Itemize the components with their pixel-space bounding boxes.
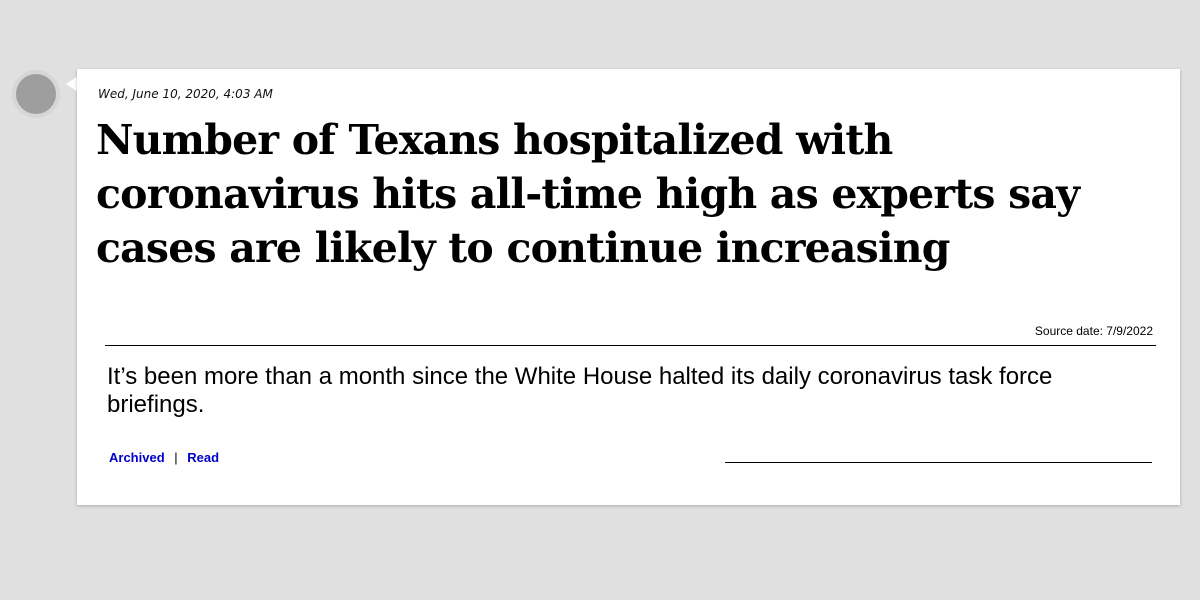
post-timestamp: Wed, June 10, 2020, 4:03 AM (98, 87, 273, 101)
post-summary: It’s been more than a month since the Wh… (107, 363, 1053, 418)
link-separator: | (174, 450, 178, 465)
avatar-icon (16, 74, 56, 114)
bottom-rule (725, 462, 1152, 463)
avatar (12, 70, 60, 118)
source-date: Source date: 7/9/2022 (1034, 324, 1153, 338)
post-links: Archived | Read (109, 450, 219, 465)
card-pointer (66, 76, 78, 92)
post-card: Wed, June 10, 2020, 4:03 AM Number of Te… (77, 69, 1180, 505)
read-link[interactable]: Read (187, 450, 220, 465)
archived-link[interactable]: Archived (109, 450, 165, 465)
divider (105, 345, 1156, 346)
post-headline: Number of Texans hospitalized with coron… (96, 116, 1080, 272)
